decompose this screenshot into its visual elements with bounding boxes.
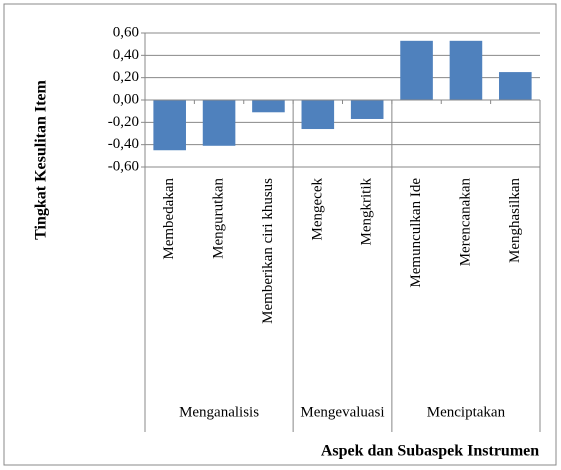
x-tick-label: Membedakan <box>161 178 177 260</box>
group-label: Menganalisis <box>179 404 259 420</box>
x-tick-label: Mengecek <box>309 178 325 241</box>
y-tick-label: -0,60 <box>108 158 139 174</box>
x-tick-label: Memberikan ciri khusus <box>260 178 276 324</box>
bar <box>202 100 236 146</box>
bar <box>153 100 186 151</box>
y-axis-title: Tingkat Kesulitan Item <box>33 79 50 239</box>
x-tick-label: Memunculkan Ide <box>408 178 424 288</box>
y-tick-label: 0,60 <box>113 24 139 40</box>
x-axis-title: Aspek dan Subaspek Instrumen <box>321 443 539 460</box>
y-tick-label: -0,40 <box>108 136 139 152</box>
x-tick-label: Merencanakan <box>457 178 473 267</box>
y-tick-label: 0,20 <box>113 69 139 85</box>
bar <box>350 100 384 119</box>
y-tick-label: 0,40 <box>113 47 139 63</box>
group-label: Mengevaluasi <box>300 404 384 420</box>
bar <box>449 40 483 100</box>
x-tick-label: Mengkritik <box>359 178 375 246</box>
bar <box>499 72 532 100</box>
group-label: Menciptakan <box>427 404 506 420</box>
bar <box>252 100 285 113</box>
x-tick-label: Mengurutkan <box>211 178 227 259</box>
bar <box>400 40 433 100</box>
y-tick-label: 0,00 <box>113 91 139 107</box>
bar <box>301 100 335 130</box>
y-tick-label: -0,20 <box>108 114 139 130</box>
x-tick-label: Menghasilkan <box>507 178 523 263</box>
